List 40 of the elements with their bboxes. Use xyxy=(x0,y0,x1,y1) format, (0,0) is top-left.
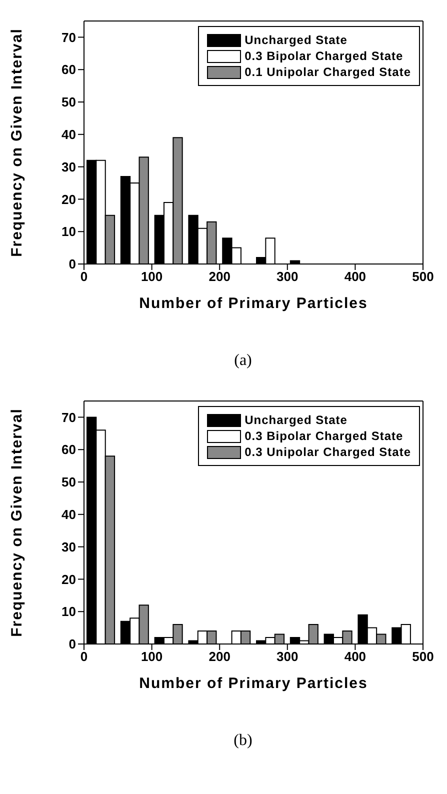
y-tick-label: 10 xyxy=(62,604,76,620)
legend-label: 0.1 Unipolar Charged State xyxy=(244,65,411,79)
x-tick-label: 500 xyxy=(412,649,434,664)
x-axis-title: Number of Primary Particles xyxy=(139,675,368,692)
x-tick-label: 200 xyxy=(208,649,230,664)
x-tick-label: 0 xyxy=(80,269,88,284)
y-tick-label: 50 xyxy=(62,94,76,110)
y-axis-title: Frequency on Given Interval xyxy=(8,408,26,637)
legend-label: Uncharged State xyxy=(244,413,348,427)
x-tick-label: 500 xyxy=(412,269,434,284)
x-tick-label: 200 xyxy=(208,269,230,284)
x-tick-label: 100 xyxy=(140,649,163,664)
x-tick-label: 400 xyxy=(344,269,366,284)
x-tick-label: 100 xyxy=(140,269,163,284)
x-axis-title: Number of Primary Particles xyxy=(139,295,368,312)
y-tick-label: 40 xyxy=(62,127,76,142)
y-tick-label: 50 xyxy=(62,474,76,490)
y-tick-label: 60 xyxy=(62,442,76,458)
y-tick-label: 20 xyxy=(62,192,76,207)
y-tick-label: 60 xyxy=(62,62,76,78)
y-tick-label: 0 xyxy=(68,636,76,652)
y-tick-label: 20 xyxy=(62,572,76,587)
text: (b) xyxy=(232,732,254,750)
text: (a) xyxy=(233,352,253,370)
x-tick-label: 0 xyxy=(80,649,88,664)
y-tick-label: 70 xyxy=(62,30,76,45)
y-tick-label: 70 xyxy=(62,410,76,425)
y-tick-label: 30 xyxy=(62,539,76,554)
legend-label: 0.3 Bipolar Charged State xyxy=(244,49,404,63)
y-tick-label: 0 xyxy=(68,256,76,272)
x-tick-label: 300 xyxy=(276,649,298,664)
y-tick-label: 10 xyxy=(62,224,76,240)
x-tick-label: 400 xyxy=(344,649,366,664)
y-tick-label: 40 xyxy=(62,507,76,522)
legend-label: Uncharged State xyxy=(244,33,348,47)
y-axis-title: Frequency on Given Interval xyxy=(8,28,26,257)
y-tick-label: 30 xyxy=(62,159,76,174)
legend-label: 0.3 Unipolar Charged State xyxy=(244,445,411,459)
legend-label: 0.3 Bipolar Charged State xyxy=(244,429,404,443)
x-tick-label: 300 xyxy=(276,269,298,284)
